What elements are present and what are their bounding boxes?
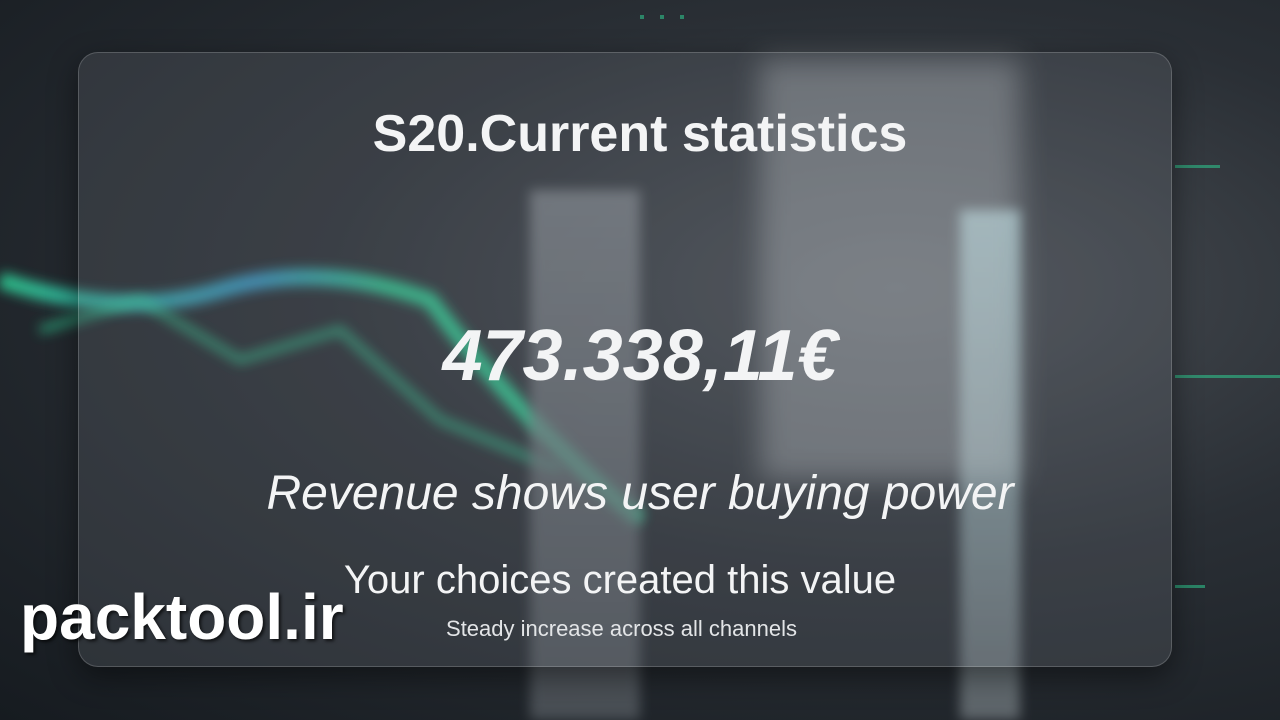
revenue-value: 473.338,11€ (442, 316, 838, 396)
revenue-subtitle: Revenue shows user buying power (266, 467, 1014, 520)
bar-graphic (960, 210, 1020, 720)
watermark: packtool.ir (20, 581, 344, 653)
light-glow (760, 60, 1020, 480)
statistics-card (78, 52, 1172, 667)
detail-text: Steady increase across all channels (446, 616, 797, 641)
card-title: S20.Current statistics (372, 105, 908, 163)
choices-message: Your choices created this value (343, 558, 897, 602)
bar-graphic (530, 190, 640, 720)
